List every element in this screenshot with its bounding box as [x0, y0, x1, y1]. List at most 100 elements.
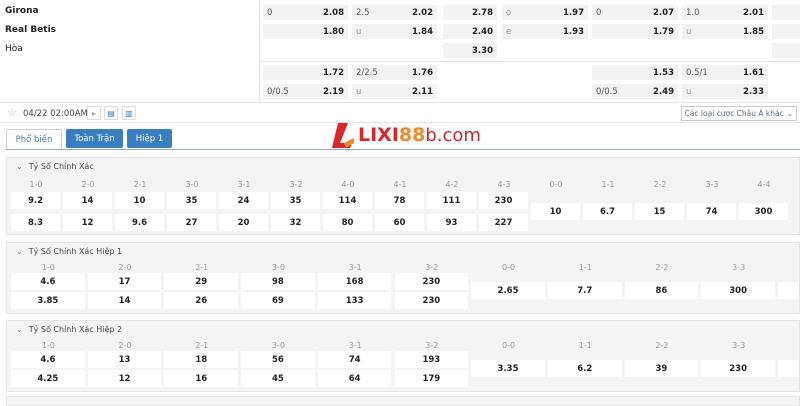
away-score-odds[interactable]: 32: [271, 214, 320, 231]
away-score-odds[interactable]: 20: [219, 214, 268, 231]
home-score-odds[interactable]: 35: [167, 192, 216, 209]
draw-score-odds[interactable]: 86: [624, 282, 699, 299]
odds-cell[interactable]: [772, 24, 800, 39]
away-score-odds[interactable]: 12: [63, 214, 112, 231]
odds-cell[interactable]: 3.30: [443, 43, 497, 58]
home-score-odds[interactable]: 10: [115, 192, 164, 209]
tab-popular[interactable]: Phổ biến: [6, 129, 62, 150]
home-score-odds[interactable]: 114: [323, 192, 372, 209]
away-score-odds[interactable]: 14: [87, 292, 162, 309]
odds-line: u: [686, 86, 692, 97]
odds-cell[interactable]: e 1.93: [502, 24, 588, 39]
home-score-odds[interactable]: 230: [394, 273, 469, 290]
odds-cell[interactable]: 1.80: [263, 24, 348, 39]
away-score-odds[interactable]: 9.6: [115, 214, 164, 231]
draw-score-odds[interactable]: [778, 360, 799, 377]
draw-score-odds[interactable]: 300: [739, 203, 788, 220]
draw-score-odds[interactable]: 2.65: [471, 282, 545, 299]
favorite-star-icon[interactable]: ☆: [7, 106, 17, 119]
odds-cell[interactable]: 0 2.08: [263, 5, 348, 20]
home-score-odds[interactable]: 13: [87, 351, 162, 368]
odds-cell[interactable]: 2.40: [443, 24, 497, 39]
draw-score-odds[interactable]: 39: [624, 360, 699, 377]
draw-score-odds[interactable]: 6.2: [547, 360, 622, 377]
away-score-odds[interactable]: 45: [241, 370, 315, 387]
away-score-odds[interactable]: 8.3: [11, 214, 60, 231]
away-score-odds[interactable]: 227: [479, 214, 528, 231]
odds-cell[interactable]: 1.72: [263, 65, 348, 80]
away-score-odds[interactable]: 60: [375, 214, 424, 231]
away-score-odds[interactable]: 26: [164, 292, 239, 309]
home-score-odds[interactable]: 4.6: [11, 273, 85, 290]
away-score-odds[interactable]: 80: [323, 214, 372, 231]
odds-cell[interactable]: 0 2.07: [592, 5, 678, 20]
odds-cell[interactable]: u 1.84: [352, 24, 437, 39]
away-score-odds[interactable]: 27: [167, 214, 216, 231]
away-score-odds[interactable]: 179: [394, 370, 469, 387]
lixi88-logo: LIXI 88 b.com: [330, 120, 481, 150]
draw-score-odds[interactable]: 6.7: [583, 203, 632, 220]
draw-score-odds[interactable]: 7.7: [547, 282, 622, 299]
odds-cell[interactable]: o 1.97: [502, 5, 588, 20]
draw-score-odds[interactable]: 300: [701, 282, 775, 299]
odds-cell[interactable]: 0/0.5 2.19: [263, 84, 348, 99]
away-score-odds[interactable]: 93: [427, 214, 476, 231]
tab-first-half[interactable]: Hiệp 1: [127, 129, 172, 148]
draw-score-odds[interactable]: 10: [531, 203, 580, 220]
odds-cell[interactable]: 1.53: [592, 65, 678, 80]
stats-chart-icon[interactable]: ▥: [122, 106, 136, 120]
odds-cell[interactable]: u 2.33: [682, 84, 768, 99]
tab-full-match[interactable]: Toàn Trận: [66, 129, 123, 148]
odds-cell[interactable]: [772, 43, 800, 58]
draw-score-odds[interactable]: 230: [701, 360, 775, 377]
home-score-odds[interactable]: 230: [479, 192, 528, 209]
draw-score-odds[interactable]: 74: [687, 203, 736, 220]
section-header[interactable]: ⌄ Tỷ Số Chính Xác: [16, 162, 94, 171]
home-score-odds[interactable]: 98: [241, 273, 315, 290]
home-score-odds[interactable]: 24: [219, 192, 268, 209]
score-label: 3-0: [185, 180, 199, 189]
home-score-odds[interactable]: 168: [317, 273, 392, 290]
home-score-odds[interactable]: 9.2: [11, 192, 60, 209]
scoreboard-icon[interactable]: ▤: [104, 106, 118, 120]
section-header[interactable]: ⌄ Tỷ Số Chính Xác Hiệp 1: [16, 247, 122, 256]
odds-cell[interactable]: 2.78: [443, 5, 497, 20]
other-bets-select[interactable]: Các loại cược Châu Á khác ⌄: [680, 106, 797, 121]
odds-cell[interactable]: 0.5/1 1.61: [682, 65, 768, 80]
odds-cell[interactable]: 1.79: [592, 24, 678, 39]
home-score-odds[interactable]: 193: [394, 351, 469, 368]
home-score-odds[interactable]: 78: [375, 192, 424, 209]
draw-score-odds[interactable]: 15: [635, 203, 684, 220]
away-score-odds[interactable]: 3.85: [11, 292, 85, 309]
home-score-odds[interactable]: 17: [87, 273, 162, 290]
draw-score-odds[interactable]: [778, 282, 799, 299]
odds-cell[interactable]: u 2.11: [352, 84, 437, 99]
draw-score-odds[interactable]: 3.35: [471, 360, 545, 377]
home-score-odds[interactable]: 4.6: [11, 351, 85, 368]
away-score-odds[interactable]: 12: [87, 370, 162, 387]
odds-cell[interactable]: 1.0 2.01: [682, 5, 768, 20]
home-score-odds[interactable]: 18: [164, 351, 239, 368]
odds-cell[interactable]: [772, 5, 800, 20]
home-score-odds[interactable]: 14: [63, 192, 112, 209]
home-score-odds[interactable]: 111: [427, 192, 476, 209]
away-score-odds[interactable]: 16: [164, 370, 239, 387]
odds-cell[interactable]: u 1.85: [682, 24, 768, 39]
home-score-odds[interactable]: 35: [271, 192, 320, 209]
away-score-odds[interactable]: 230: [394, 292, 469, 309]
score-label: 1-0: [41, 263, 55, 272]
home-score-odds[interactable]: 29: [164, 273, 239, 290]
away-score-odds[interactable]: 69: [241, 292, 315, 309]
odds-cell[interactable]: 0/0.5 2.49: [592, 84, 678, 99]
away-score-odds[interactable]: 4.25: [11, 370, 85, 387]
away-score-odds[interactable]: 64: [317, 370, 392, 387]
away-score-odds[interactable]: 133: [317, 292, 392, 309]
play-icon[interactable]: ▸: [87, 106, 101, 120]
section-title: Tỷ Số Chính Xác: [28, 162, 94, 171]
home-score-odds[interactable]: 74: [317, 351, 392, 368]
odds-value: 2.07: [653, 7, 674, 18]
odds-cell[interactable]: 2.5 2.02: [352, 5, 437, 20]
home-score-odds[interactable]: 56: [241, 351, 315, 368]
section-header[interactable]: ⌄ Tỷ Số Chính Xác Hiệp 2: [16, 325, 122, 334]
odds-cell[interactable]: 2/2.5 1.76: [352, 65, 437, 80]
